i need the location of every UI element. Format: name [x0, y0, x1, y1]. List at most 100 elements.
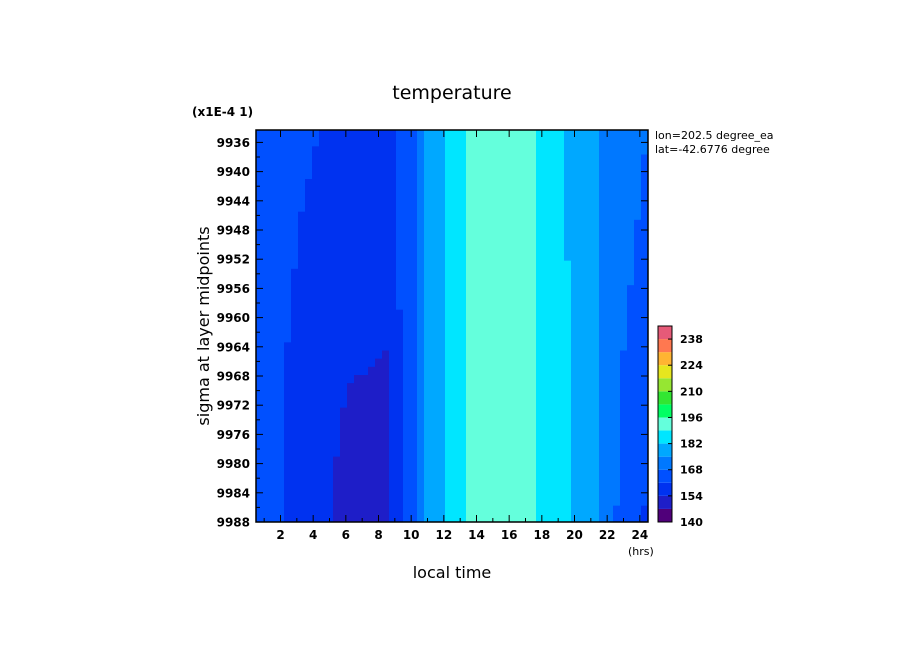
heatmap-cell — [550, 407, 558, 417]
heatmap-cell — [606, 481, 614, 490]
heatmap-cell — [256, 179, 264, 188]
heatmap-cell — [508, 228, 516, 237]
heatmap-cell — [375, 317, 383, 327]
heatmap-cell — [564, 285, 572, 294]
heatmap-cell — [340, 154, 348, 164]
heatmap-cell — [578, 301, 586, 311]
heatmap-cell — [438, 211, 446, 221]
heatmap-cell — [354, 203, 362, 213]
heatmap-cell — [270, 146, 278, 156]
heatmap-cell — [536, 219, 544, 229]
heatmap-cell — [480, 317, 488, 327]
heatmap-cell — [438, 481, 446, 490]
heatmap-cell — [333, 154, 341, 164]
heatmap-cell — [361, 268, 369, 278]
heatmap-cell — [410, 464, 418, 474]
heatmap-cell — [298, 464, 306, 474]
heatmap-cell — [466, 334, 474, 343]
heatmap-cell — [410, 497, 418, 507]
heatmap-cell — [382, 301, 390, 311]
heatmap-cell — [564, 146, 572, 156]
heatmap-cell — [634, 309, 642, 319]
heatmap-cell — [550, 473, 558, 482]
heatmap-cell — [319, 383, 327, 392]
heatmap-cell — [333, 464, 341, 474]
heatmap-cell — [333, 383, 341, 392]
heatmap-cell — [592, 285, 600, 294]
heatmap-cell — [459, 170, 467, 180]
heatmap-cell — [564, 162, 572, 172]
heatmap-cell — [634, 505, 642, 515]
heatmap-cell — [438, 399, 446, 409]
heatmap-cell — [263, 236, 271, 245]
heatmap-cell — [578, 473, 586, 482]
heatmap-cell — [389, 252, 397, 262]
heatmap-cell — [438, 154, 446, 164]
heatmap-cell — [501, 268, 509, 278]
heatmap-cell — [599, 399, 607, 409]
heatmap-cell — [319, 456, 327, 466]
heatmap-cell — [354, 489, 362, 499]
heatmap-cell — [473, 505, 481, 515]
heatmap-cell — [326, 244, 334, 254]
heatmap-cell — [319, 154, 327, 164]
heatmap-cell — [354, 456, 362, 466]
heatmap-cell — [536, 285, 544, 294]
heatmap-cell — [606, 130, 614, 139]
heatmap-cell — [536, 358, 544, 368]
heatmap-cell — [599, 407, 607, 417]
heatmap-cell — [564, 399, 572, 409]
heatmap-cell — [508, 456, 516, 466]
heatmap-cell — [536, 146, 544, 156]
heatmap-cell — [459, 179, 467, 188]
heatmap-cell — [424, 342, 432, 352]
heatmap-cell — [494, 130, 502, 139]
heatmap-cell — [354, 244, 362, 254]
heatmap-cell — [452, 309, 460, 319]
heatmap-cell — [599, 309, 607, 319]
heatmap-cell — [305, 366, 313, 376]
heatmap-cell — [620, 138, 628, 147]
heatmap-cell — [277, 342, 285, 352]
heatmap-cell — [340, 187, 348, 196]
heatmap-cell — [606, 293, 614, 303]
heatmap-cell — [557, 219, 565, 229]
heatmap-cell — [410, 195, 418, 205]
heatmap-cell — [487, 211, 495, 221]
heatmap-cell — [438, 505, 446, 515]
heatmap-cell — [256, 366, 264, 376]
heatmap-cell — [501, 350, 509, 360]
heatmap-cell — [641, 146, 648, 156]
heatmap-cell — [389, 146, 397, 156]
heatmap-cell — [487, 448, 495, 458]
heatmap-cell — [270, 342, 278, 352]
heatmap-cell — [326, 195, 334, 205]
heatmap-cell — [417, 342, 425, 352]
heatmap-cell — [333, 293, 341, 303]
heatmap-cell — [396, 375, 404, 384]
heatmap-cell — [431, 407, 439, 417]
heatmap-cell — [291, 415, 299, 425]
heatmap-cell — [305, 375, 313, 384]
heatmap-cell — [508, 277, 516, 286]
heatmap-cell — [403, 317, 411, 327]
heatmap-cell — [256, 252, 264, 262]
heatmap-cell — [613, 309, 621, 319]
heatmap-cell — [396, 162, 404, 172]
heatmap-cell — [389, 407, 397, 417]
heatmap-cell — [557, 424, 565, 433]
heatmap-cell — [319, 440, 327, 450]
heatmap-cell — [543, 342, 551, 352]
heatmap-cell — [368, 432, 376, 441]
heatmap-cell — [403, 260, 411, 270]
heatmap-cell — [438, 350, 446, 360]
heatmap-cell — [627, 162, 635, 172]
heatmap-cell — [333, 138, 341, 147]
heatmap-cell — [319, 350, 327, 360]
heatmap-cell — [466, 358, 474, 368]
heatmap-cell — [403, 350, 411, 360]
heatmap-cell — [501, 293, 509, 303]
heatmap-cell — [410, 366, 418, 376]
heatmap-cell — [550, 505, 558, 515]
x-tick-label: 14 — [468, 528, 485, 542]
